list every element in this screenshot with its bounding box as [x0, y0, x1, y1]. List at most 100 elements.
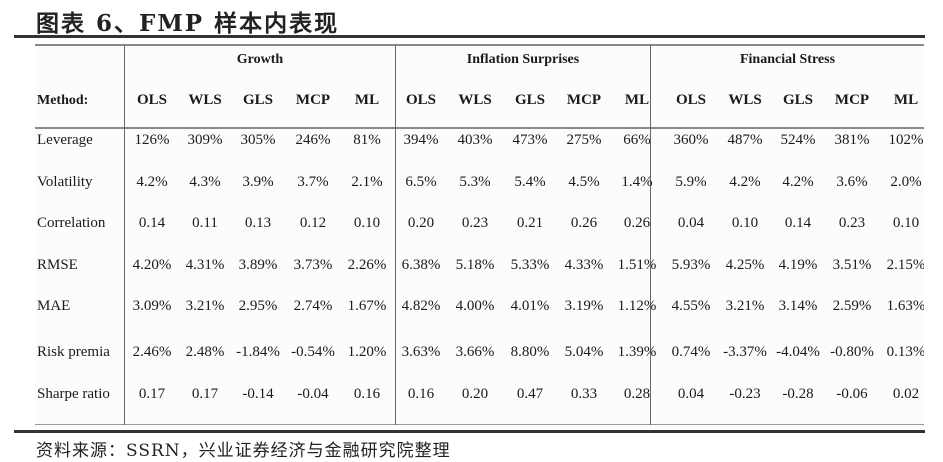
column-header: ML	[893, 92, 919, 108]
table-cell: 4.00%	[455, 298, 495, 314]
column-header: OLS	[405, 92, 436, 108]
table-cell: 0.10	[353, 215, 381, 231]
table-cell: 3.21%	[185, 298, 225, 314]
table-cell: 4.55%	[671, 298, 711, 314]
table-cell: 0.17	[191, 386, 219, 402]
table-cell: 4.3%	[189, 174, 221, 190]
row-label: Volatility	[37, 174, 93, 190]
table-cell: 102%	[888, 132, 924, 148]
column-header: ML	[354, 92, 380, 108]
table-cell: 0.13	[244, 215, 272, 231]
table-cell: 8.80%	[510, 344, 550, 360]
table-cell: -0.23	[729, 386, 761, 402]
table-cell: 0.16	[353, 386, 381, 402]
table-cell: 6.38%	[401, 257, 441, 273]
column-header: WLS	[188, 92, 222, 108]
table-cell: 5.93%	[671, 257, 711, 273]
table-cell: 1.20%	[347, 344, 387, 360]
table-cell: 81%	[353, 132, 381, 148]
table-cell: -0.28	[782, 386, 814, 402]
table-cell: 0.14	[784, 215, 812, 231]
source-note: 资料来源：SSRN，兴业证券经济与金融研究院整理	[36, 441, 451, 461]
column-header: OLS	[136, 92, 167, 108]
table-cell: 0.47	[516, 386, 544, 402]
table-cell: 246%	[295, 132, 331, 148]
table-cell: -0.04	[297, 386, 329, 402]
table-cell: 0.26	[570, 215, 598, 231]
table-cell: 473%	[512, 132, 548, 148]
top-rule	[14, 35, 925, 38]
group-title-growth: Growth	[236, 52, 284, 67]
table-cell: 4.19%	[778, 257, 818, 273]
table-cell: 3.6%	[836, 174, 868, 190]
table-cell: 0.33	[570, 386, 598, 402]
table-cell: 0.10	[731, 215, 759, 231]
table-cell: 4.01%	[510, 298, 550, 314]
row-label: Risk premia	[37, 344, 110, 360]
row-label: Correlation	[37, 215, 106, 231]
table-cell: 0.13%	[886, 344, 924, 360]
table-header-rule	[35, 127, 924, 129]
table-cell: 360%	[673, 132, 709, 148]
column-header: WLS	[458, 92, 492, 108]
table-bottom-rule	[35, 424, 924, 425]
table-cell: -0.80%	[830, 344, 874, 360]
table-cell: 394%	[403, 132, 439, 148]
table-cell: 4.82%	[401, 298, 441, 314]
table-cell: 0.20	[407, 215, 435, 231]
column-divider	[395, 45, 396, 425]
column-divider	[650, 45, 651, 425]
table-cell: 0.74%	[671, 344, 711, 360]
table-top-rule	[35, 44, 924, 46]
table-cell: 2.0%	[890, 174, 922, 190]
column-divider	[124, 45, 125, 425]
table-cell: 487%	[727, 132, 763, 148]
table-cell: 4.20%	[132, 257, 172, 273]
table-cell: 126%	[134, 132, 170, 148]
table-cell: 0.14	[138, 215, 166, 231]
table-cell: 3.89%	[238, 257, 278, 273]
bottom-rule	[14, 430, 925, 433]
table-cell: 0.11	[192, 215, 218, 231]
column-header: ML	[624, 92, 650, 108]
table-cell: 1.67%	[347, 298, 387, 314]
table-cell: 2.95%	[238, 298, 278, 314]
table-cell: 4.2%	[136, 174, 168, 190]
table-cell: 4.31%	[185, 257, 225, 273]
table-cell: -1.84%	[236, 344, 280, 360]
table-cell: 4.25%	[725, 257, 765, 273]
table-cell: 3.9%	[242, 174, 274, 190]
row-label: Leverage	[37, 132, 93, 148]
table-cell: 2.1%	[351, 174, 383, 190]
table-cell: 6.5%	[405, 174, 437, 190]
table-cell: 5.04%	[564, 344, 604, 360]
table-cell: 4.5%	[568, 174, 600, 190]
table-cell: 1.51%	[617, 257, 657, 273]
table-cell: 2.46%	[132, 344, 172, 360]
table-cell: 1.63%	[886, 298, 924, 314]
table-cell: 3.09%	[132, 298, 172, 314]
column-header: MCP	[834, 92, 870, 108]
table-cell: 403%	[457, 132, 493, 148]
table-cell: 0.04	[677, 215, 705, 231]
table-clip: Growth Inflation Surprises Financial Str…	[35, 44, 924, 429]
table-cell: 309%	[187, 132, 223, 148]
table-cell: 0.02	[892, 386, 920, 402]
table-cell: 0.23	[838, 215, 866, 231]
table-cell: 3.14%	[778, 298, 818, 314]
table-cell: 0.26	[623, 215, 651, 231]
table-cell: 0.21	[516, 215, 544, 231]
table-cell: 5.9%	[675, 174, 707, 190]
table-cell: 5.4%	[514, 174, 546, 190]
table-cell: 0.12	[299, 215, 327, 231]
table-cell: -0.54%	[291, 344, 335, 360]
table-cell: 0.10	[892, 215, 920, 231]
table-cell: 305%	[240, 132, 276, 148]
column-header: GLS	[782, 92, 813, 108]
column-header: MCP	[295, 92, 331, 108]
table-cell: 0.28	[623, 386, 651, 402]
column-header: GLS	[242, 92, 273, 108]
results-table	[35, 44, 924, 429]
table-cell: 3.66%	[455, 344, 495, 360]
row-label: RMSE	[37, 257, 78, 273]
